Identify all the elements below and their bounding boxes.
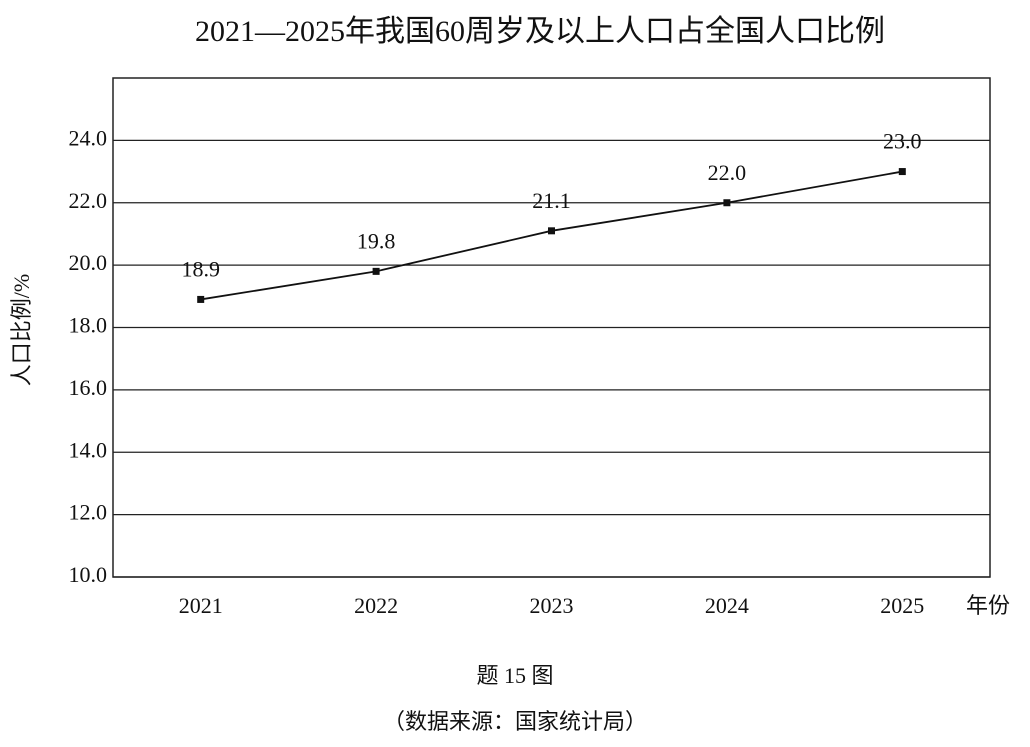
data-point [723, 199, 731, 207]
y-tick-label: 22.0 [69, 188, 108, 213]
data-point [898, 168, 906, 176]
y-tick-label: 14.0 [69, 437, 108, 462]
x-tick-label: 2024 [705, 593, 749, 618]
y-tick-label: 12.0 [69, 500, 108, 525]
x-tick-label: 2025 [880, 593, 924, 618]
y-axis-label: 人口比例/% [9, 274, 34, 386]
y-tick-label: 16.0 [69, 375, 108, 400]
data-point [372, 267, 380, 275]
y-tick-label: 24.0 [69, 125, 108, 150]
x-tick-label: 2022 [354, 593, 398, 618]
data-point [197, 295, 205, 303]
data-label: 23.0 [883, 129, 922, 154]
data-label: 21.1 [532, 188, 571, 213]
source: （数据来源：国家统计局） [383, 709, 647, 734]
data-label: 22.0 [708, 160, 747, 185]
x-tick-label: 2021 [179, 593, 223, 618]
data-point [548, 227, 555, 235]
data-label: 19.8 [357, 228, 396, 253]
x-axis-label: 年份 [966, 593, 1010, 618]
data-label: 18.9 [181, 256, 220, 281]
x-tick-label: 2023 [530, 593, 574, 618]
chart-title: 2021—2025年我国60周岁及以上人口占全国人口比例 [195, 15, 885, 48]
caption: 题 15 图 [476, 663, 553, 688]
y-tick-label: 10.0 [69, 562, 108, 587]
y-tick-label: 18.0 [69, 313, 108, 338]
y-tick-label: 20.0 [69, 250, 108, 275]
